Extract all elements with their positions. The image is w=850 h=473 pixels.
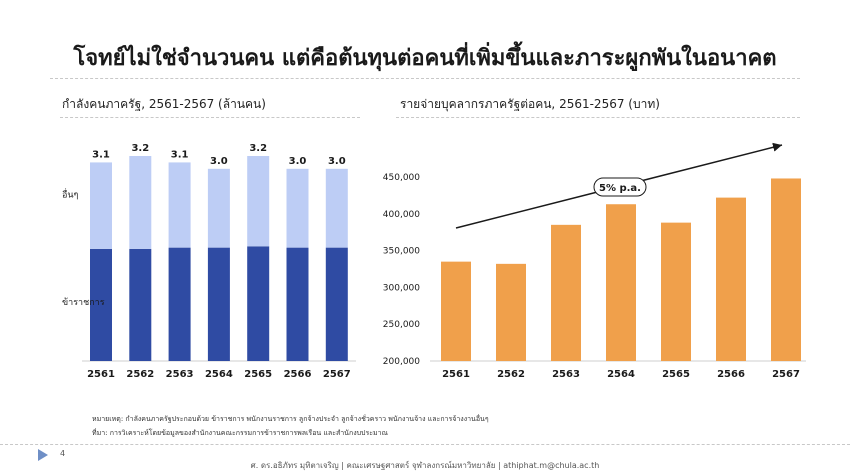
bar-segment-others xyxy=(325,168,348,248)
x-tick-label: 2562 xyxy=(126,369,154,380)
data-label: 3.0 xyxy=(289,156,307,167)
page-number: 4 xyxy=(60,449,66,458)
x-tick-label: 2563 xyxy=(552,369,580,380)
bar-segment-others xyxy=(207,168,230,248)
y-tick-label: 250,000 xyxy=(383,320,420,330)
y-tick-label: 350,000 xyxy=(383,247,420,257)
growth-annotation: 5% p.a. xyxy=(599,183,641,194)
x-tick-label: 2561 xyxy=(442,369,470,380)
y-tick-label: 200,000 xyxy=(383,357,420,367)
data-label: 3.2 xyxy=(131,143,149,154)
footnote-source: ที่มา: การวิเคราะห์โดยข้อมูลของสำนักงานค… xyxy=(92,429,389,437)
expense-bar xyxy=(441,261,471,361)
bar-segment-others xyxy=(168,162,191,248)
right-chart-title: รายจ่ายบุคลากรภาครัฐต่อคน, 2561-2567 (บา… xyxy=(400,97,660,111)
expense-bar xyxy=(496,263,526,361)
page-title: โจทย์ไม่ใช่จำนวนคน แต่คือต้นทุนต่อคนที่เ… xyxy=(73,46,777,71)
x-tick-label: 2565 xyxy=(244,369,272,380)
expense-bar xyxy=(551,224,581,361)
expense-bar xyxy=(606,204,636,361)
series-label-others: อื่นๆ xyxy=(62,188,79,201)
bar-segment-civil-servants xyxy=(286,247,309,361)
x-tick-label: 2563 xyxy=(166,369,194,380)
x-tick-label: 2564 xyxy=(205,369,233,380)
expense-bar xyxy=(661,222,691,361)
expense-bar xyxy=(771,178,801,361)
bar-segment-civil-servants xyxy=(207,247,230,361)
bar-segment-others xyxy=(247,156,270,247)
x-tick-label: 2565 xyxy=(662,369,690,380)
page-marker-icon xyxy=(38,449,48,461)
bar-segment-civil-servants xyxy=(168,247,191,361)
x-tick-label: 2567 xyxy=(772,369,800,380)
series-label-civil-servants: ข้าราชการ xyxy=(62,297,105,308)
expense-bar xyxy=(716,197,746,361)
x-tick-label: 2562 xyxy=(497,369,525,380)
x-tick-label: 2566 xyxy=(717,369,745,380)
left-chart-divider xyxy=(60,117,360,118)
footer-credit: ศ. ดร.อธิภัทร มุทิตาเจริญ | คณะเศรษฐศาสต… xyxy=(250,461,600,470)
data-label: 3.0 xyxy=(328,156,346,167)
data-label: 3.1 xyxy=(92,149,110,160)
data-label: 3.0 xyxy=(210,156,228,167)
x-tick-label: 2564 xyxy=(607,369,635,380)
y-tick-label: 400,000 xyxy=(383,210,420,220)
y-tick-label: 300,000 xyxy=(383,283,420,293)
x-tick-label: 2567 xyxy=(323,369,351,380)
y-tick-label: 450,000 xyxy=(383,173,420,183)
data-label: 3.2 xyxy=(249,143,267,154)
footnote-note: หมายเหตุ: กำลังคนภาครัฐประกอบด้วย ข้าราช… xyxy=(92,415,489,423)
bar-segment-civil-servants xyxy=(129,248,152,361)
bar-segment-civil-servants xyxy=(247,246,270,361)
right-chart-divider xyxy=(396,117,800,118)
bar-segment-civil-servants xyxy=(325,247,348,361)
title-divider xyxy=(50,78,800,79)
footer-divider xyxy=(0,444,850,445)
bar-segment-civil-servants xyxy=(90,248,112,361)
bar-segment-others xyxy=(129,156,152,249)
x-tick-label: 2566 xyxy=(284,369,312,380)
growth-annotation-bubble xyxy=(593,177,647,197)
bar-segment-others xyxy=(286,168,309,248)
left-chart-title: กำลังคนภาครัฐ, 2561-2567 (ล้านคน) xyxy=(62,97,266,111)
data-label: 3.1 xyxy=(171,149,189,160)
x-tick-label: 2561 xyxy=(87,369,115,380)
bar-segment-others xyxy=(90,162,112,249)
